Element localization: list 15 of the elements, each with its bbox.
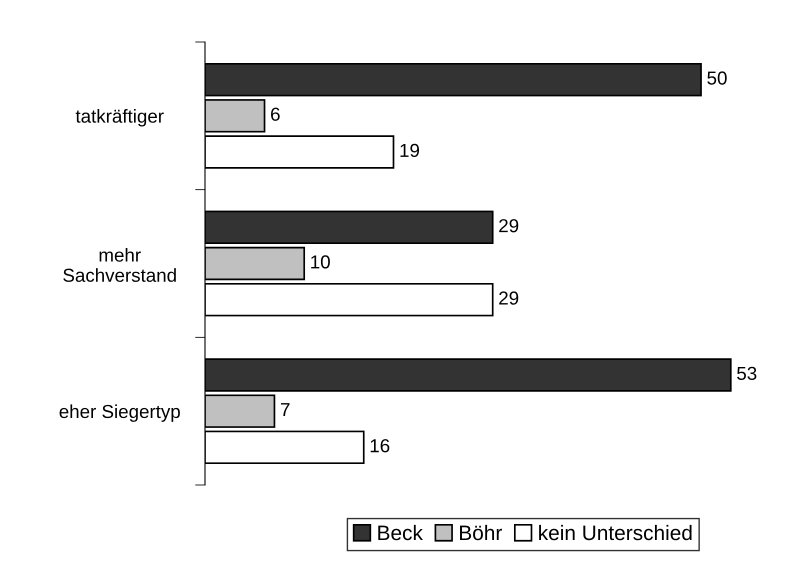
data-label: 53: [737, 366, 756, 380]
data-label: 29: [499, 291, 518, 305]
data-label: 6: [271, 108, 280, 121]
data-label: 19: [400, 144, 420, 158]
data-label: 16: [370, 439, 390, 452]
data-label: 10: [311, 255, 330, 269]
legend-label: Beck: [378, 524, 423, 540]
data-label: 50: [707, 71, 727, 85]
legend-label: Böhr: [460, 524, 502, 540]
data-label: 29: [499, 219, 518, 232]
y-tick-label: mehr Sachverstand: [63, 248, 176, 282]
y-tick-label: tatkräftiger: [76, 109, 164, 127]
y-tick-label: eher Siegertyp: [60, 404, 180, 422]
legend-label: kein Unterschied: [539, 524, 692, 540]
data-label: 7: [280, 403, 290, 416]
